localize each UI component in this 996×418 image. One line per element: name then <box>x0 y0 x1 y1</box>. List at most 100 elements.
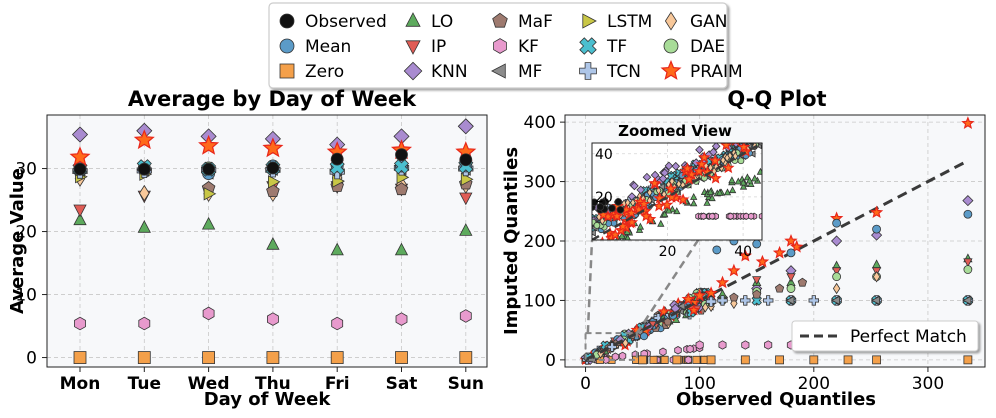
inset-point-knn <box>709 147 718 157</box>
inset-point-praim <box>608 228 622 240</box>
inset-point-knn <box>711 143 721 151</box>
chart-average-by-day: Average by Day of Week 0 10 20 30 Mon Tue Wed T… <box>7 87 488 410</box>
point-kf <box>741 340 750 350</box>
legend-label: PRAIM <box>690 62 743 82</box>
point-praim <box>869 205 884 219</box>
point-observed <box>137 162 151 176</box>
point-mf <box>677 301 686 311</box>
legend-label: KF <box>518 37 539 57</box>
inset-point-gan <box>624 198 631 208</box>
inset-point-gan <box>655 186 662 196</box>
inset-point-praim <box>695 157 708 170</box>
point-kf <box>684 355 692 365</box>
legend-label: GAN <box>690 12 728 32</box>
point-kf <box>618 351 627 361</box>
legend-marker-mf <box>491 63 506 79</box>
point-mean <box>640 332 649 341</box>
chart-title: Average by Day of Week <box>128 87 417 111</box>
point-mf <box>962 295 972 306</box>
inset-point-knn <box>671 161 681 171</box>
point-kf <box>331 316 344 331</box>
inset-point-lo <box>745 176 754 184</box>
inset-point-knn <box>658 174 668 183</box>
point-lo <box>266 237 280 250</box>
inset-point-gan <box>669 176 675 186</box>
x-tick-label: Thu <box>255 374 291 394</box>
point-mf <box>871 295 880 306</box>
legend-marker-observed <box>279 13 295 29</box>
inset-point-praim <box>737 143 751 153</box>
inset-point-lo <box>739 182 748 190</box>
point-praim <box>755 254 770 268</box>
point-ip <box>786 273 796 283</box>
point-kf <box>718 340 727 350</box>
inset-point-observed <box>592 198 599 207</box>
x-tick-label: Sat <box>386 374 418 394</box>
point-zero <box>73 351 87 364</box>
point-tcn <box>808 295 819 306</box>
point-zero <box>202 351 216 364</box>
legend-item-mf: MF <box>491 62 542 82</box>
legend-marker-praim <box>660 59 682 80</box>
y-tick-label: 30 <box>15 160 37 180</box>
point-gan <box>139 184 150 202</box>
inset-title: Zoomed View <box>618 122 732 140</box>
y-tick-label: 10 <box>15 286 37 306</box>
legend-marker-zero <box>279 63 295 79</box>
legend-label: MaF <box>518 12 553 32</box>
point-praim <box>687 303 700 316</box>
point-praim <box>133 129 155 150</box>
inset-point-praim <box>719 143 733 151</box>
inset-point-praim <box>625 215 639 228</box>
point-zero <box>672 355 682 365</box>
point-praim <box>198 134 220 155</box>
point-zero <box>963 355 973 365</box>
inset-point-praim <box>708 154 722 167</box>
point-dae <box>832 272 842 282</box>
qq-legend: Perfect Match <box>791 320 979 352</box>
x-axis-label: Observed Quantiles <box>676 389 876 410</box>
point-mean <box>963 209 973 219</box>
inset-point-observed <box>596 203 605 211</box>
inset-point-lo <box>739 178 747 186</box>
plot-area <box>47 115 487 367</box>
x-tick-label: Wed <box>188 374 230 394</box>
legend-marker-dae <box>663 38 679 54</box>
legend-label: Observed <box>305 12 387 32</box>
legend-item-lstm: LSTM <box>582 12 652 32</box>
point-praim <box>715 275 730 289</box>
x-tick-label: Tue <box>128 374 161 394</box>
point-praim <box>657 305 670 317</box>
inset-point-gan <box>599 216 606 226</box>
point-zero <box>843 355 853 365</box>
inset-point-lo <box>690 192 698 200</box>
point-lo <box>394 242 409 256</box>
legend-label: MF <box>518 62 542 82</box>
inset-point-knn <box>695 145 704 155</box>
point-maf <box>266 184 280 198</box>
legend-marker-knn <box>403 61 423 81</box>
point-observed <box>73 162 87 176</box>
legend-item-praim: PRAIM <box>660 59 743 82</box>
inset-point-lo <box>624 234 631 240</box>
point-ip <box>73 204 87 218</box>
inset-point-knn <box>630 181 639 191</box>
inset-point-praim <box>692 164 706 177</box>
point-kf <box>74 316 86 331</box>
point-observed <box>330 152 344 166</box>
inset-point-knn <box>664 161 674 171</box>
plot-frame <box>46 114 488 368</box>
point-praim <box>69 146 91 167</box>
point-kf <box>611 352 620 361</box>
inset-point-praim <box>610 209 624 222</box>
point-kf <box>266 312 279 326</box>
legend-marker-tcn <box>579 62 597 80</box>
inset-x-tick-label: 20 <box>659 244 677 260</box>
legend-marker-maf <box>492 12 508 28</box>
legend-label: TCN <box>606 62 641 82</box>
point-observed <box>202 162 216 176</box>
inset-point-praim <box>683 172 696 185</box>
chart-qq-plot: Q-Q Plot 0 100 200 300 400 0 100 200 300 Observe… <box>501 87 986 410</box>
point-praim <box>961 116 975 129</box>
legend-marker-ip <box>405 40 421 55</box>
